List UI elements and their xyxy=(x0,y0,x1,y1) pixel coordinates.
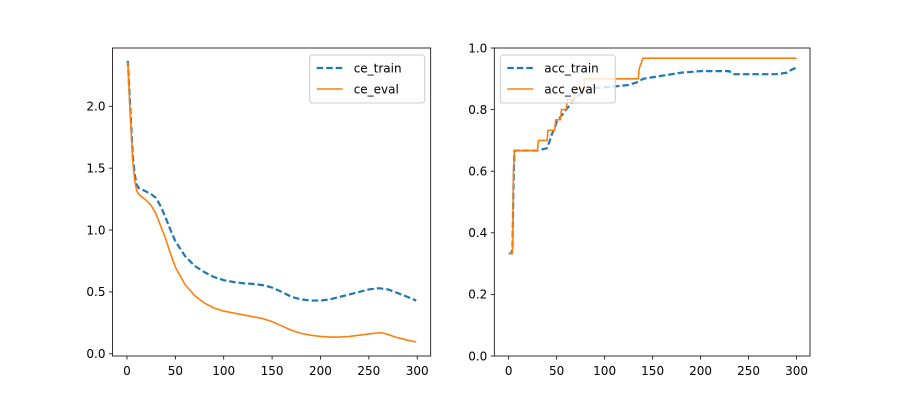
y-tick-label: 0.0 xyxy=(86,347,105,361)
x-tick-label: 150 xyxy=(641,364,664,378)
legend: acc_train acc_eval xyxy=(499,54,616,104)
x-tick-label: 50 xyxy=(168,364,183,378)
axes-frame xyxy=(493,47,811,357)
x-tick-label: 50 xyxy=(549,364,564,378)
series-line-ce-eval xyxy=(126,62,417,343)
y-tick-label: 0.0 xyxy=(468,349,487,363)
legend-label-acc-eval: acc_eval xyxy=(544,82,596,96)
y-tick-label: 0.4 xyxy=(468,226,487,240)
y-tick-label: 0.8 xyxy=(468,103,487,117)
x-tick-label: 250 xyxy=(357,364,380,378)
x-tick-label: 100 xyxy=(593,364,616,378)
x-tick-label: 250 xyxy=(737,364,760,378)
axes-frame xyxy=(112,47,432,357)
accuracy-chart: 0 50 100 150 200 250 300 0.0 0.2 0.4 0.6 0.8 1.0 acc_… xyxy=(468,41,811,378)
x-tick-label: 300 xyxy=(785,364,808,378)
y-tick-label: 1.5 xyxy=(86,161,105,175)
y-tick-label: 0.2 xyxy=(468,288,487,302)
legend-label-ce-eval: ce_eval xyxy=(354,82,399,96)
y-tick-label: 1.0 xyxy=(86,223,105,237)
x-tick-label: 200 xyxy=(689,364,712,378)
y-tick-label: 0.6 xyxy=(468,165,487,179)
legend-label-ce-train: ce_train xyxy=(354,61,402,75)
x-tick-label: 300 xyxy=(406,364,429,378)
y-tick-label: 1.0 xyxy=(468,41,487,55)
series-line-ce-train xyxy=(126,60,417,302)
x-tick-label: 200 xyxy=(309,364,332,378)
loss-chart: 0 50 100 150 200 250 300 0.0 0.5 1.0 1.5 2.0 ce_trai… xyxy=(86,47,432,378)
y-tick-label: 2.0 xyxy=(86,100,105,114)
x-tick-label: 0 xyxy=(505,364,513,378)
legend: ce_train ce_eval xyxy=(309,54,426,104)
x-tick-label: 150 xyxy=(261,364,284,378)
legend-label-acc-train: acc_train xyxy=(544,61,598,75)
x-tick-label: 0 xyxy=(123,364,131,378)
x-tick-label: 100 xyxy=(212,364,235,378)
y-tick-label: 0.5 xyxy=(86,285,105,299)
